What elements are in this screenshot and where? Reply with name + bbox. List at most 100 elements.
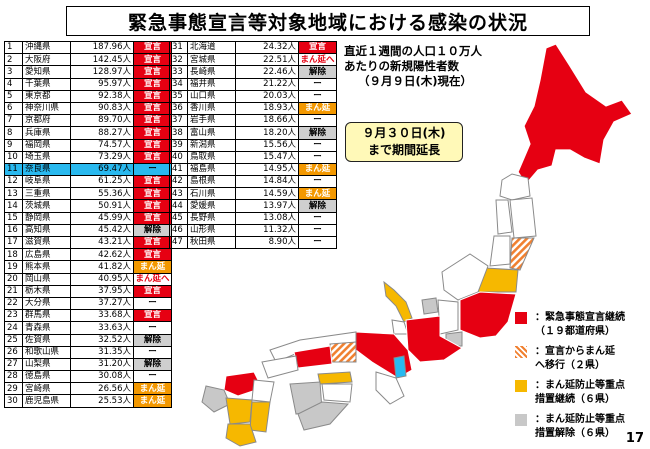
value-cell: 26.56人 (70, 382, 134, 396)
table-row: 6 神奈川県 90.83人 宣言 (4, 101, 172, 116)
table-row: 18 広島県 42.62人 宣言 (4, 248, 172, 262)
prefecture-cell: 鹿児島県 (22, 394, 71, 408)
region-okayama (329, 341, 357, 363)
table-row: 43 石川県 14.59人 まん延 (169, 187, 337, 201)
value-cell: 95.97人 (70, 77, 134, 91)
value-cell: 74.57人 (70, 138, 134, 152)
table-row: 40 鳥取県 15.47人ー (169, 150, 337, 164)
table-row: 21 栃木県 37.95人 宣言 (4, 284, 172, 298)
region-kochi (297, 401, 350, 431)
value-cell: 73.29人 (70, 150, 134, 164)
status-cell: 宣言 (133, 284, 172, 298)
status-cell: 宣言 (133, 53, 172, 67)
table-row: 23 群馬県 33.68人 宣言 (4, 309, 172, 323)
value-cell: 30.08人 (70, 370, 134, 384)
region-tokushima (321, 383, 353, 403)
value-cell: 142.45人 (70, 53, 134, 67)
table-row: 27 山梨県 31.20人 解除 (4, 357, 172, 372)
value-cell: 92.38人 (70, 89, 134, 103)
status-cell: 解除 (298, 65, 337, 79)
value-cell: 128.97人 (70, 65, 134, 79)
rank-cell: 11 (4, 162, 23, 177)
status-cell: 宣言 (133, 199, 172, 213)
region-yamagata (489, 235, 511, 267)
table-row: 30 鹿児島県 25.53人 まん延 (4, 394, 172, 408)
table-row: 24 青森県 33.63人ー (4, 321, 172, 335)
table-row: 37 岩手県 18.66人ー (169, 114, 337, 128)
value-cell: 40.95人 (70, 272, 134, 286)
table-row: 11 奈良県 69.47人ー (4, 162, 172, 177)
table-row: 10 埼玉県 73.29人 宣言 (4, 150, 172, 164)
table-row: 5 東京都 92.38人 宣言 (4, 89, 172, 103)
status-cell: ー (298, 138, 337, 152)
status-cell: 宣言 (133, 89, 172, 103)
rank-cell: 18 (4, 248, 23, 262)
prefecture-cell: 静岡県 (22, 211, 71, 225)
rank-cell: 2 (4, 53, 23, 67)
prefecture-cell: 広島県 (22, 248, 71, 262)
prefecture-cell: 茨城県 (22, 199, 71, 213)
region-oita (251, 379, 275, 403)
legend-label: ：まん延防止等重点 (535, 414, 625, 425)
status-cell: ー (298, 223, 337, 238)
table-row: 4 千葉県 95.97人 宣言 (4, 77, 172, 91)
region-chubu-red (405, 315, 463, 363)
prefecture-cell: 佐賀県 (22, 333, 71, 347)
value-cell: 45.99人 (70, 211, 134, 225)
region-toyama (421, 297, 439, 315)
prefecture-cell: 兵庫県 (22, 126, 71, 140)
page-number: 17 (625, 431, 644, 446)
prefecture-cell: 三重県 (22, 187, 71, 201)
status-cell: ー (133, 296, 172, 311)
status-cell: 解除 (298, 126, 337, 140)
table-row: 19 熊本県 41.82人 まん延 (4, 260, 172, 274)
rank-cell: 29 (4, 382, 23, 396)
map-legend: ：緊急事態宣言継続 （１９都道府県） ：宣言からまん延 へ移行（２県） ：まん延… (515, 310, 645, 446)
prefecture-cell: 栃木県 (22, 284, 71, 298)
prefecture-cell: 群馬県 (22, 309, 71, 323)
region-yamaguchi (261, 355, 299, 379)
status-cell: 宣言 (133, 187, 172, 201)
value-cell: 45.42人 (70, 223, 134, 238)
legend-swatch-emergency (515, 312, 527, 324)
rank-cell: 8 (4, 126, 23, 140)
value-cell: 89.70人 (70, 114, 134, 128)
legend-label: ：緊急事態宣言継続 (535, 312, 625, 323)
rank-cell: 12 (4, 175, 23, 189)
status-cell: 宣言 (133, 138, 172, 152)
legend-label: ：宣言からまん延 (535, 346, 615, 357)
status-cell: まん延 (298, 162, 337, 177)
status-cell: ー (298, 114, 337, 128)
rank-cell: 21 (4, 284, 23, 298)
status-cell: ー (298, 175, 337, 189)
region-akita (495, 199, 513, 235)
value-cell: 55.36人 (70, 187, 134, 201)
rank-cell: 25 (4, 333, 23, 347)
prefecture-cell: 埼玉県 (22, 150, 71, 164)
table-row: 42 島根県 14.84人ー (169, 175, 337, 189)
region-kanto (459, 291, 517, 339)
rank-cell: 7 (4, 114, 23, 128)
info-line-1: 直近１週間の人口１０万人 (344, 44, 482, 58)
rank-cell: 19 (4, 260, 23, 274)
prefecture-cell: 和歌山県 (22, 345, 71, 359)
japan-map (201, 43, 633, 447)
legend-sub: 措置継続（６県） (535, 394, 615, 405)
rank-cell: 6 (4, 101, 23, 116)
table-row: 38 富山県 18.20人 解除 (169, 126, 337, 140)
extension-line-2: まで期間延長 (367, 143, 440, 157)
region-miyagi (509, 237, 535, 271)
ranking-table-left: 1 沖縄県 187.96人 宣言 2 大阪府 142.45人 宣言 3 愛知県 128.97人 宣言 4… (4, 40, 172, 408)
value-cell: 43.21人 (70, 235, 134, 250)
table-row: 2 大阪府 142.45人 宣言 (4, 53, 172, 67)
region-nagano (437, 299, 459, 335)
table-row: 26 和歌山県 31.35人ー (4, 345, 172, 359)
prefecture-cell: 京都府 (22, 114, 71, 128)
status-cell: 宣言 (133, 40, 172, 55)
legend-sub: 措置解除（６県） (535, 428, 615, 439)
legend-sub: へ移行（２県） (535, 360, 605, 371)
prefecture-cell: 愛知県 (22, 65, 71, 79)
table-row: 25 佐賀県 32.52人 解除 (4, 333, 172, 347)
region-ishikawa (383, 280, 413, 323)
value-cell: 8.90人 (235, 235, 299, 250)
